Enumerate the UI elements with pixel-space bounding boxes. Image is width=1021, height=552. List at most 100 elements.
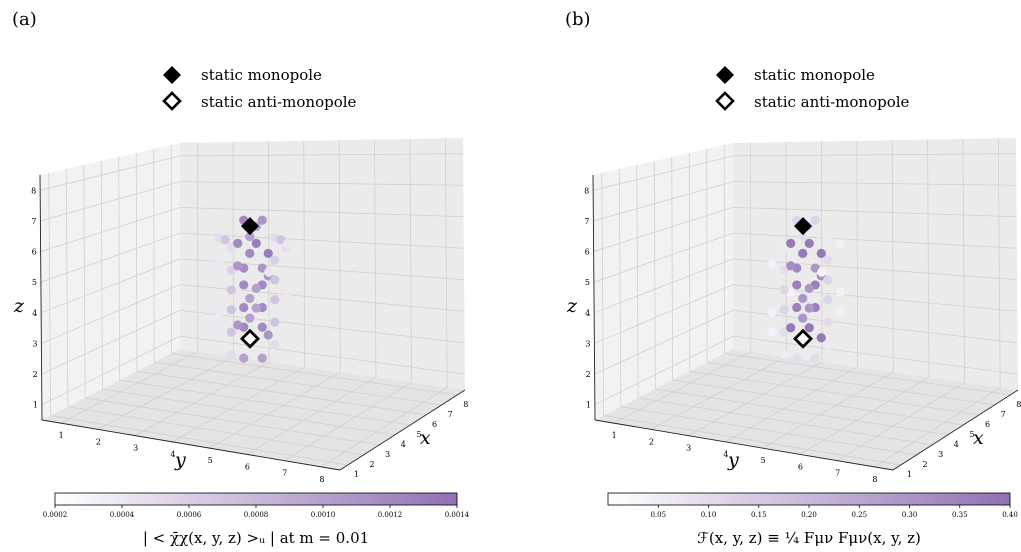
grid-line: [209, 371, 341, 449]
z-tick-label: 5: [32, 278, 37, 287]
data-point: [245, 313, 255, 323]
data-point: [282, 306, 292, 317]
data-point: [270, 295, 280, 305]
grid-line: [618, 168, 622, 407]
data-point: [804, 283, 814, 293]
data-point: [214, 326, 224, 337]
data-point: [226, 265, 236, 275]
data-point: [810, 353, 820, 363]
grid-line: [179, 232, 464, 249]
data-point: [245, 248, 255, 258]
grid-line: [762, 371, 894, 449]
grid-line: [593, 181, 734, 222]
z-tick-label: 8: [584, 186, 589, 195]
data-points: [214, 215, 292, 363]
data-point: [226, 305, 236, 315]
x-tick-label: 7: [1001, 410, 1006, 419]
grid-line: [179, 335, 465, 375]
data-point: [823, 275, 833, 285]
y-tick-label: 5: [761, 456, 766, 465]
grid-line: [594, 310, 734, 375]
grid-line: [891, 140, 894, 373]
x-tick-label: 2: [922, 460, 927, 469]
data-point: [835, 287, 845, 297]
data-point: [786, 238, 796, 248]
x-tick-label: 3: [385, 450, 390, 459]
grid-line: [836, 381, 965, 461]
colorbar-tick-label: 0.20: [801, 511, 817, 519]
data-point: [823, 233, 833, 243]
grid-line: [593, 232, 734, 283]
z-tick-label: 7: [584, 217, 589, 226]
grid-line: [707, 361, 995, 406]
grid-line: [444, 138, 448, 388]
x-axis-label: x: [973, 427, 984, 449]
grid-line: [40, 232, 181, 283]
data-point: [816, 248, 826, 258]
y-tick-label: 2: [649, 437, 654, 446]
colorbar-tick-label: 0.0002: [43, 511, 68, 519]
grid-line: [136, 370, 426, 416]
grid-line: [85, 397, 380, 446]
y-tick-label: 6: [245, 462, 250, 471]
legend: static monopole static anti-monopole: [715, 66, 910, 111]
x-tick-label: 3: [938, 450, 943, 459]
grid-line: [620, 406, 917, 456]
colorbar-tick-label: 0.0008: [244, 511, 269, 519]
data-point: [798, 231, 808, 242]
y-axis-line: [41, 419, 341, 471]
data-point: [282, 239, 292, 249]
data-point: [282, 287, 292, 297]
data-point: [233, 320, 243, 330]
data-point: [245, 231, 255, 242]
y-tick-label: 5: [208, 456, 213, 465]
data-point: [798, 248, 808, 258]
grid-line: [655, 388, 948, 436]
grid-line: [171, 353, 458, 396]
grid-line: [689, 370, 979, 416]
legend: static monopole static anti-monopole: [162, 66, 357, 111]
z-axis-line: [39, 174, 43, 421]
grid-line: [60, 351, 198, 424]
data-point: [251, 238, 261, 248]
anti-monopole-legend-icon: [715, 91, 735, 111]
legend-label: static anti-monopole: [201, 93, 357, 111]
x-axis-line: [892, 389, 1019, 471]
z-tick-label: 2: [33, 370, 38, 379]
grid-line: [613, 351, 751, 424]
colorbar-gradient: [54, 492, 458, 506]
tick-labels: 1 1 1 2 2 2 3 3 3 4 4 4 5 5 5 6 6 6 7 7 7 8 8 8: [584, 186, 1021, 484]
grid-line: [134, 361, 270, 436]
colorbar-tick-label: 0.15: [751, 511, 767, 519]
x-tick-label: 1: [354, 470, 359, 479]
x-tick-label: 5: [969, 430, 974, 439]
legend-label: static monopole: [754, 66, 875, 84]
grid-line: [856, 140, 859, 367]
data-point: [779, 305, 789, 315]
data-point: [220, 235, 230, 245]
monopole-legend-icon: [163, 66, 181, 84]
grid-line: [650, 356, 787, 430]
colorbar-tick-label: 0.10: [701, 511, 717, 519]
grid-line: [725, 366, 858, 443]
grid-line: [97, 356, 234, 430]
monopole-marker: [794, 217, 812, 236]
grid-line: [40, 181, 181, 222]
floor-pane: [595, 349, 1018, 470]
y-axis-label: y: [727, 449, 739, 471]
colorbar-gradient: [607, 492, 1011, 506]
colorbar-label: ℱ(x, y, z) ≡ ¼ Fμν Fμν(x, y, z): [697, 529, 921, 547]
axes-box: [592, 138, 1019, 471]
back-pane: [733, 138, 1018, 390]
data-point: [786, 261, 796, 271]
grid-line: [799, 376, 930, 455]
z-tick-label: 3: [32, 339, 37, 348]
data-point: [270, 340, 280, 350]
colorbar-label: | < χ̄χ(x, y, z) >ᵤ | at m = 0.01: [143, 529, 369, 547]
grid-line: [179, 153, 464, 157]
grid-line: [41, 335, 181, 406]
grid-line: [688, 152, 691, 372]
data-point: [226, 285, 236, 295]
